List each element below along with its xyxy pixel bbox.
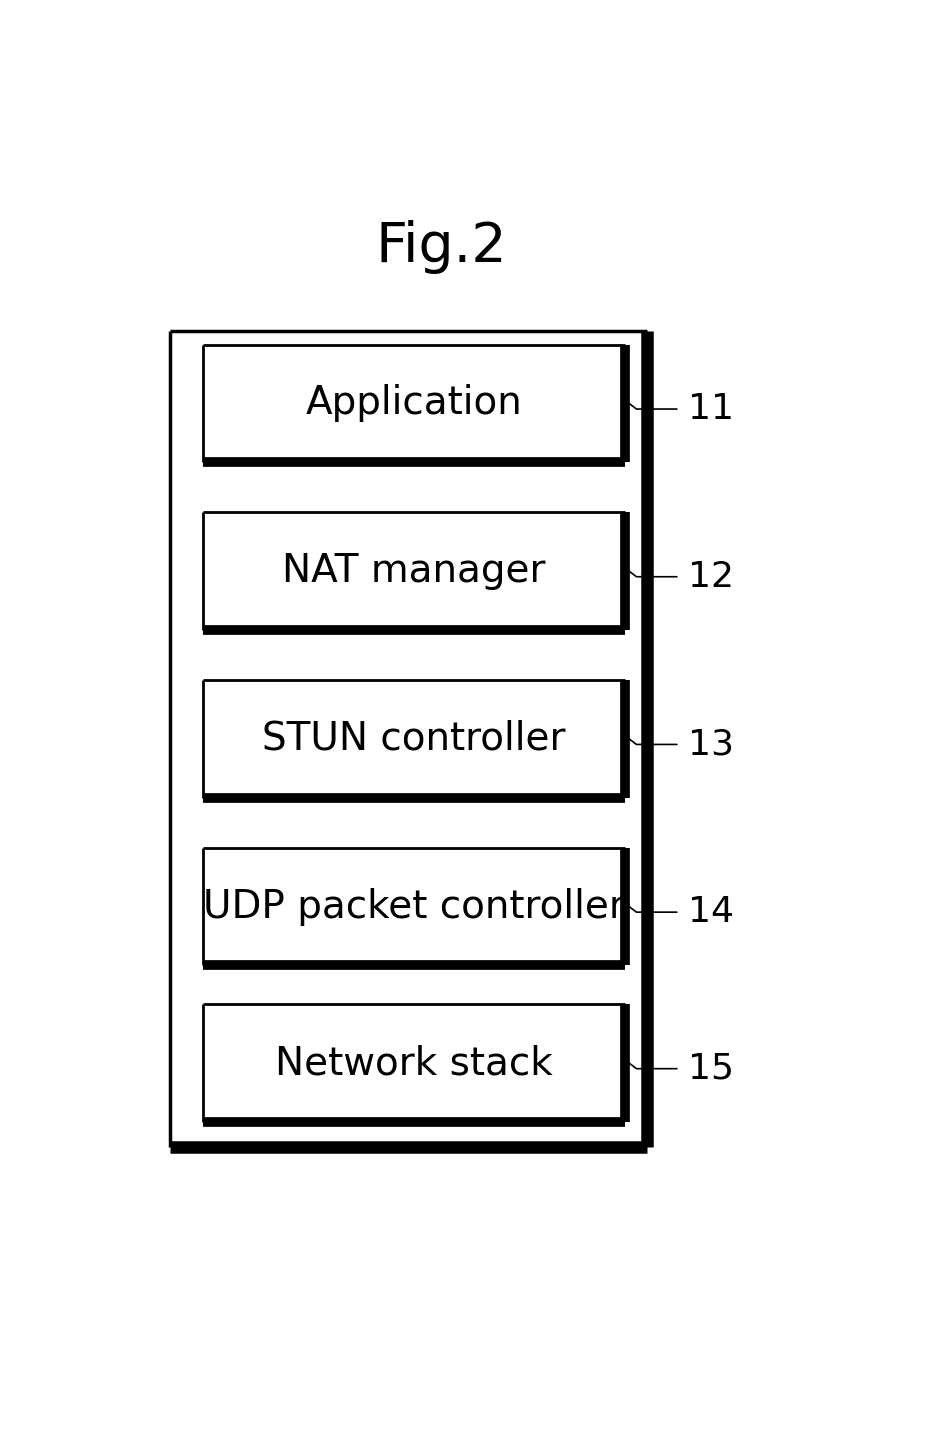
Bar bbox=[203, 680, 626, 797]
Text: Application: Application bbox=[306, 385, 522, 423]
Bar bbox=[170, 331, 647, 1147]
Text: 14: 14 bbox=[688, 894, 734, 929]
Bar bbox=[203, 344, 626, 462]
Text: 13: 13 bbox=[688, 727, 734, 761]
Text: 11: 11 bbox=[688, 392, 734, 425]
Text: 12: 12 bbox=[688, 559, 734, 594]
Text: Fig.2: Fig.2 bbox=[376, 219, 507, 274]
Text: 15: 15 bbox=[688, 1051, 734, 1086]
Bar bbox=[203, 1005, 626, 1122]
Text: NAT manager: NAT manager bbox=[283, 552, 546, 590]
Bar bbox=[203, 848, 626, 966]
Bar bbox=[203, 513, 626, 630]
Text: STUN controller: STUN controller bbox=[263, 720, 566, 758]
Text: UDP packet controller: UDP packet controller bbox=[203, 887, 625, 925]
Text: Network stack: Network stack bbox=[275, 1044, 553, 1082]
